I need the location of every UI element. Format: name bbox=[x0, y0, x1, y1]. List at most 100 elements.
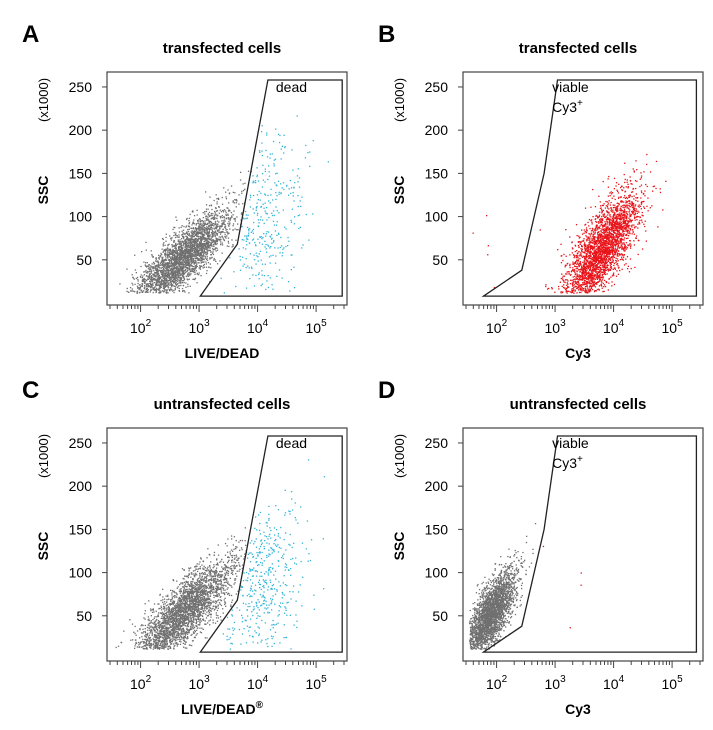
data-point bbox=[206, 226, 208, 228]
data-point bbox=[640, 184, 643, 186]
data-point bbox=[191, 244, 194, 246]
data-point bbox=[574, 275, 576, 277]
data-point bbox=[170, 273, 172, 275]
data-point bbox=[574, 270, 576, 272]
data-point bbox=[591, 285, 593, 287]
data-point bbox=[233, 271, 235, 273]
data-point bbox=[580, 291, 582, 294]
data-point bbox=[561, 277, 564, 279]
data-point bbox=[176, 286, 179, 288]
data-point bbox=[629, 218, 631, 220]
data-point bbox=[228, 225, 230, 227]
data-point bbox=[617, 247, 619, 249]
data-point bbox=[168, 270, 170, 272]
data-point bbox=[179, 274, 182, 277]
data-point bbox=[245, 266, 247, 269]
data-point bbox=[213, 232, 215, 235]
data-point bbox=[613, 262, 615, 265]
data-point bbox=[296, 175, 299, 177]
data-point bbox=[141, 276, 143, 279]
data-point bbox=[572, 288, 574, 290]
data-point bbox=[243, 263, 245, 265]
data-point bbox=[617, 227, 619, 229]
data-point bbox=[205, 231, 207, 234]
data-point bbox=[192, 222, 194, 224]
data-point bbox=[216, 241, 218, 243]
data-point bbox=[579, 285, 582, 287]
data-point bbox=[293, 223, 296, 225]
data-point bbox=[244, 182, 246, 184]
data-point bbox=[208, 228, 210, 230]
data-point bbox=[607, 247, 609, 249]
data-point bbox=[231, 216, 233, 218]
data-point bbox=[173, 264, 175, 266]
data-point bbox=[622, 213, 624, 216]
data-point bbox=[598, 280, 600, 282]
data-point bbox=[187, 239, 189, 241]
data-point bbox=[198, 255, 201, 257]
data-point bbox=[610, 262, 612, 264]
data-point bbox=[190, 254, 193, 256]
data-point bbox=[617, 208, 619, 210]
data-point bbox=[200, 248, 202, 250]
data-point bbox=[301, 196, 303, 198]
data-point bbox=[165, 257, 167, 259]
data-point bbox=[611, 192, 614, 194]
data-point bbox=[288, 188, 290, 190]
data-point bbox=[627, 268, 629, 270]
data-point bbox=[582, 270, 585, 273]
data-point bbox=[172, 257, 174, 259]
data-point bbox=[613, 224, 615, 226]
data-point bbox=[168, 288, 170, 291]
data-point bbox=[305, 144, 307, 147]
data-point bbox=[199, 242, 201, 244]
data-point bbox=[290, 269, 292, 271]
data-point bbox=[633, 195, 635, 197]
data-point bbox=[569, 274, 572, 276]
data-point bbox=[151, 285, 153, 287]
data-point bbox=[203, 252, 205, 254]
data-point bbox=[583, 238, 585, 240]
data-point bbox=[274, 247, 276, 249]
data-point bbox=[621, 253, 623, 255]
data-point bbox=[160, 269, 162, 272]
data-point bbox=[627, 185, 629, 188]
data-point bbox=[144, 280, 146, 283]
data-point bbox=[569, 254, 571, 256]
data-point bbox=[608, 242, 610, 244]
data-point bbox=[176, 283, 178, 285]
data-point bbox=[625, 212, 627, 214]
data-point bbox=[190, 239, 192, 241]
data-point bbox=[215, 260, 217, 263]
data-point bbox=[594, 269, 597, 272]
data-point bbox=[169, 287, 172, 289]
data-point bbox=[143, 261, 145, 263]
data-point bbox=[151, 286, 153, 288]
data-point bbox=[273, 165, 275, 167]
data-point bbox=[571, 241, 573, 243]
data-point bbox=[615, 218, 617, 220]
data-point bbox=[617, 260, 619, 262]
data-point bbox=[612, 261, 614, 263]
data-point bbox=[180, 280, 182, 282]
data-point bbox=[652, 190, 654, 192]
data-point bbox=[173, 257, 176, 259]
data-point bbox=[245, 210, 247, 213]
data-point bbox=[606, 201, 608, 203]
data-point bbox=[633, 170, 635, 172]
data-point bbox=[200, 258, 202, 260]
data-point bbox=[191, 210, 193, 213]
data-point bbox=[616, 189, 618, 191]
data-point bbox=[164, 289, 166, 291]
data-point bbox=[586, 249, 588, 251]
data-point bbox=[586, 287, 589, 289]
data-point bbox=[625, 186, 627, 188]
data-point bbox=[271, 153, 273, 155]
data-point bbox=[609, 263, 611, 265]
data-point bbox=[197, 233, 199, 235]
data-point bbox=[179, 251, 181, 253]
data-point bbox=[616, 216, 618, 219]
data-point bbox=[211, 222, 213, 224]
data-point bbox=[170, 257, 172, 260]
data-point bbox=[184, 269, 186, 272]
